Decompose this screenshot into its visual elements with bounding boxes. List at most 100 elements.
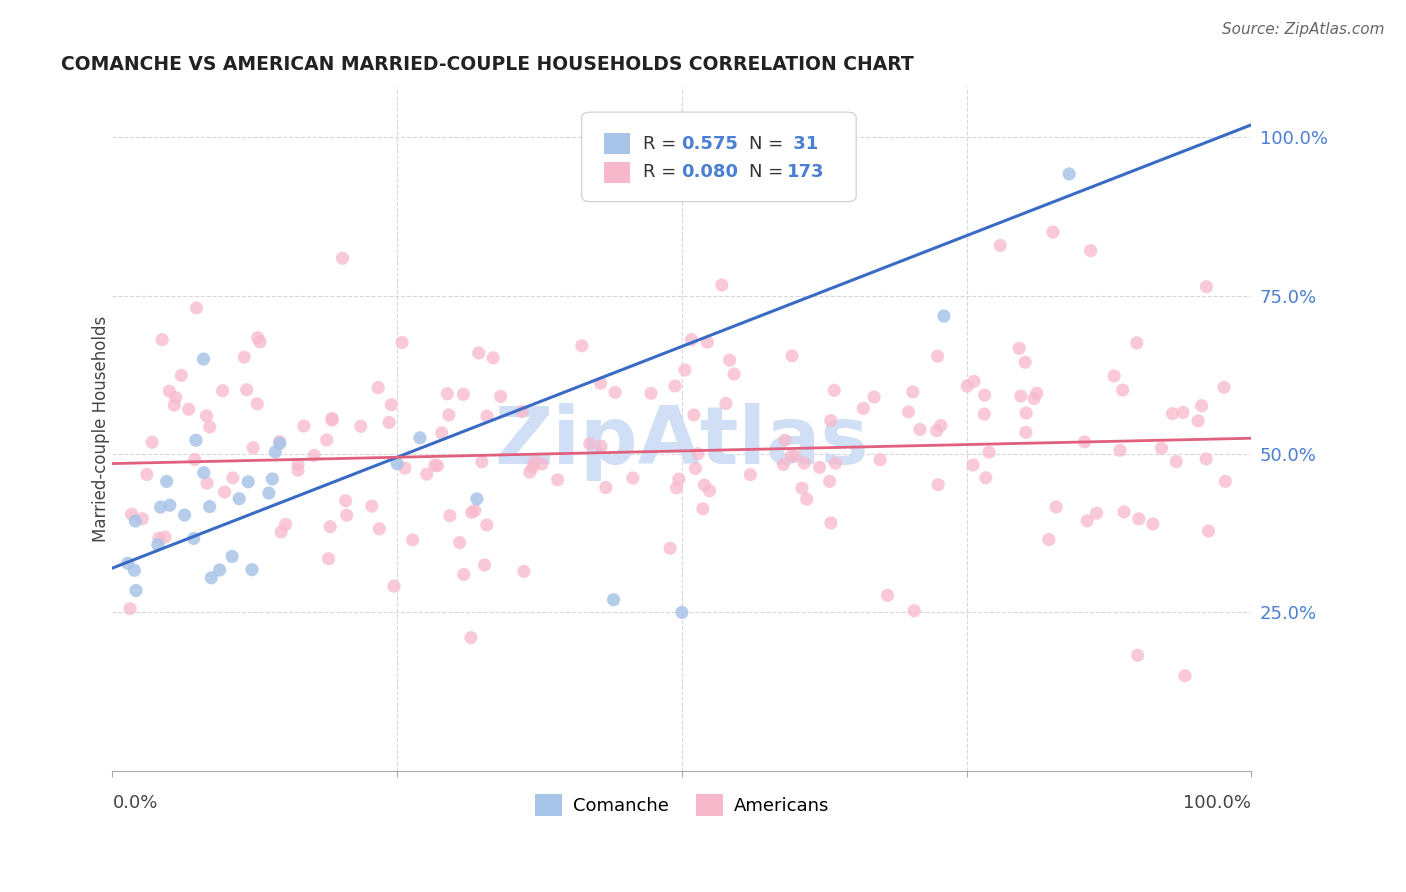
Point bbox=[468, 346, 491, 360]
Point bbox=[640, 386, 662, 401]
Point bbox=[150, 333, 173, 347]
Point bbox=[439, 508, 461, 523]
Point bbox=[510, 404, 533, 418]
Point bbox=[696, 335, 718, 350]
Point bbox=[211, 384, 233, 398]
Point bbox=[1161, 407, 1184, 421]
Point bbox=[897, 405, 920, 419]
Point bbox=[1109, 443, 1132, 458]
Point bbox=[195, 476, 218, 491]
Point bbox=[163, 398, 186, 412]
Point bbox=[1198, 524, 1220, 538]
Point bbox=[382, 579, 405, 593]
Text: N =: N = bbox=[749, 163, 783, 181]
Point bbox=[1191, 399, 1213, 413]
Point bbox=[453, 387, 475, 401]
Point bbox=[394, 461, 416, 475]
Point bbox=[1171, 405, 1194, 419]
Point bbox=[193, 466, 215, 480]
Point bbox=[1142, 516, 1164, 531]
Point bbox=[1042, 225, 1064, 239]
Point bbox=[1015, 425, 1038, 440]
Point bbox=[159, 498, 181, 512]
Point bbox=[783, 450, 806, 464]
Point bbox=[1073, 434, 1095, 449]
Point bbox=[602, 592, 624, 607]
Point bbox=[956, 379, 979, 393]
Point bbox=[156, 475, 179, 489]
Point bbox=[603, 385, 626, 400]
Point bbox=[718, 353, 741, 368]
Point bbox=[146, 538, 169, 552]
Point bbox=[977, 445, 1000, 459]
Point bbox=[292, 419, 315, 434]
Point bbox=[287, 457, 309, 471]
Point bbox=[148, 531, 170, 545]
Point bbox=[246, 331, 269, 345]
Point bbox=[269, 436, 291, 450]
Bar bbox=[605, 162, 630, 183]
Point bbox=[423, 458, 446, 473]
Point bbox=[659, 541, 682, 556]
Point bbox=[249, 334, 271, 349]
Point bbox=[360, 499, 382, 513]
Point bbox=[385, 457, 408, 471]
Point bbox=[927, 349, 949, 363]
Point bbox=[973, 407, 995, 421]
Point bbox=[471, 455, 494, 469]
Point bbox=[246, 397, 269, 411]
Point bbox=[664, 379, 686, 393]
Point bbox=[332, 251, 354, 265]
Text: 173: 173 bbox=[787, 163, 824, 181]
Point bbox=[693, 478, 716, 492]
Point bbox=[117, 556, 139, 570]
Point bbox=[773, 433, 796, 447]
Point bbox=[269, 434, 291, 449]
Point bbox=[321, 411, 343, 425]
Point bbox=[318, 551, 340, 566]
FancyBboxPatch shape bbox=[582, 112, 856, 202]
Point bbox=[671, 606, 693, 620]
Point bbox=[925, 424, 948, 438]
Point bbox=[530, 457, 553, 471]
Point bbox=[173, 508, 195, 522]
Point bbox=[319, 519, 342, 533]
Point bbox=[380, 398, 402, 412]
Point bbox=[222, 471, 245, 485]
Point bbox=[335, 493, 357, 508]
Point bbox=[820, 516, 842, 530]
Point bbox=[391, 335, 413, 350]
Point bbox=[1126, 335, 1149, 350]
Point bbox=[1025, 386, 1047, 401]
Point bbox=[430, 425, 453, 440]
Point bbox=[200, 571, 222, 585]
Point bbox=[475, 518, 498, 533]
Text: 0.0%: 0.0% bbox=[112, 794, 157, 813]
Point bbox=[1111, 383, 1133, 397]
Point bbox=[184, 434, 207, 448]
Point bbox=[903, 604, 925, 618]
Point bbox=[820, 414, 842, 428]
Point bbox=[1085, 506, 1108, 520]
Point bbox=[578, 436, 600, 450]
Point bbox=[464, 503, 486, 517]
Bar bbox=[605, 133, 630, 153]
Point bbox=[1126, 648, 1149, 663]
Point bbox=[523, 455, 546, 469]
Point bbox=[121, 507, 143, 521]
Point bbox=[193, 352, 215, 367]
Text: ZipAtlas: ZipAtlas bbox=[495, 403, 869, 482]
Text: COMANCHE VS AMERICAN MARRIED-COUPLE HOUSEHOLDS CORRELATION CHART: COMANCHE VS AMERICAN MARRIED-COUPLE HOUS… bbox=[62, 55, 914, 74]
Point bbox=[461, 505, 484, 519]
Point bbox=[240, 563, 263, 577]
Point bbox=[908, 422, 931, 436]
Point bbox=[927, 477, 949, 491]
Text: 0.080: 0.080 bbox=[681, 163, 738, 181]
Point bbox=[665, 481, 688, 495]
Point bbox=[1112, 505, 1135, 519]
Point bbox=[336, 508, 359, 523]
Point bbox=[437, 408, 460, 422]
Point bbox=[409, 431, 432, 445]
Point bbox=[141, 435, 163, 450]
Point bbox=[699, 483, 721, 498]
